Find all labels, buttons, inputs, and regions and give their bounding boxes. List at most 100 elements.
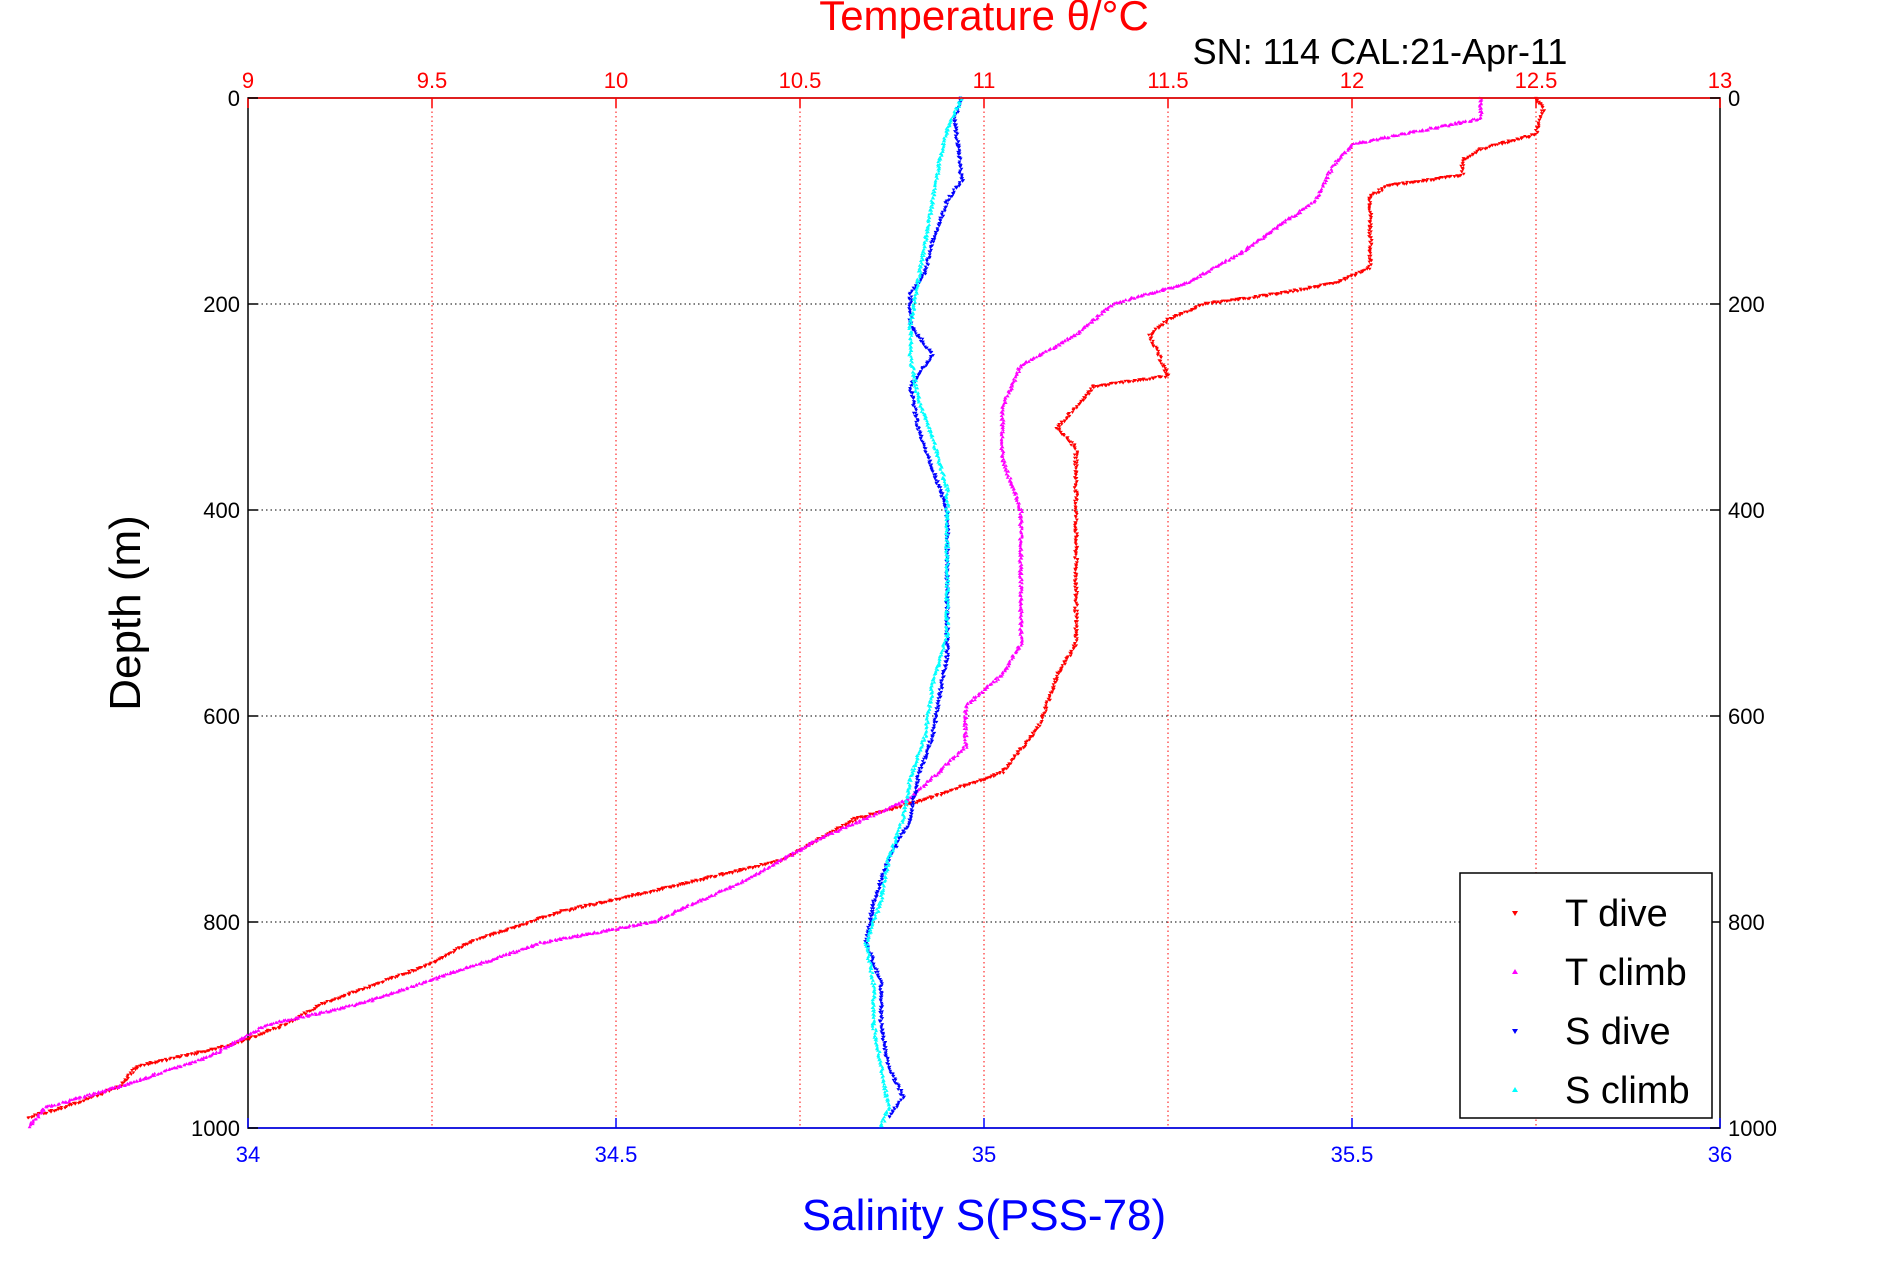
data-point — [982, 688, 987, 691]
data-point — [317, 1010, 322, 1014]
data-point — [1367, 207, 1372, 210]
data-point — [944, 550, 948, 554]
data-point — [1074, 474, 1078, 477]
data-point — [1010, 657, 1014, 661]
data-point — [192, 1053, 197, 1056]
data-point — [901, 1096, 906, 1100]
data-point — [1191, 278, 1196, 282]
data-point — [945, 573, 949, 577]
data-point — [410, 968, 414, 972]
data-point — [999, 432, 1004, 436]
data-point — [886, 856, 891, 860]
data-point — [1073, 585, 1077, 589]
data-point — [479, 960, 484, 964]
data-point — [927, 462, 932, 466]
data-point — [946, 600, 951, 603]
data-point — [162, 1069, 167, 1073]
data-point — [488, 933, 492, 937]
data-point — [920, 262, 925, 266]
data-point — [806, 842, 811, 845]
data-point — [933, 179, 938, 183]
data-point — [1074, 481, 1079, 485]
data-point — [1369, 216, 1374, 219]
data-point — [451, 951, 456, 955]
data-point — [887, 805, 892, 809]
data-point — [934, 711, 939, 714]
data-point — [919, 402, 923, 406]
data-point — [870, 971, 875, 975]
data-point — [924, 722, 928, 726]
data-point — [1163, 376, 1168, 379]
data-point — [317, 1012, 321, 1016]
data-point — [1171, 286, 1175, 290]
data-point — [1059, 420, 1064, 424]
data-point — [1039, 721, 1043, 725]
data-point — [1123, 298, 1128, 302]
data-point — [943, 601, 948, 604]
data-point — [875, 893, 879, 897]
data-point — [871, 905, 875, 909]
data-point — [766, 861, 771, 865]
data-point — [1368, 217, 1373, 221]
data-point — [407, 969, 411, 973]
data-point — [962, 727, 967, 731]
data-point — [932, 238, 937, 242]
data-point — [28, 1122, 33, 1126]
data-point — [171, 1057, 176, 1060]
data-point — [874, 911, 879, 914]
data-point — [1315, 196, 1320, 200]
data-point — [1019, 568, 1024, 572]
data-point — [922, 254, 926, 258]
data-point — [932, 672, 937, 676]
data-point — [333, 1007, 337, 1011]
data-point — [889, 854, 893, 857]
data-point — [1020, 588, 1024, 591]
data-point — [1018, 512, 1022, 515]
data-point — [956, 150, 960, 154]
data-point — [934, 479, 938, 482]
data-point — [63, 1106, 67, 1110]
data-point — [1424, 180, 1429, 183]
data-point — [902, 814, 906, 818]
data-point — [1057, 425, 1062, 429]
data-point — [916, 392, 920, 396]
data-point — [866, 959, 871, 963]
data-point — [1019, 547, 1024, 551]
data-point — [1073, 621, 1078, 624]
data-point — [1047, 698, 1052, 702]
data-point — [918, 273, 922, 276]
data-point — [880, 982, 884, 986]
data-point — [1210, 302, 1215, 306]
data-point — [1017, 370, 1022, 373]
data-point — [467, 965, 472, 969]
data-point — [722, 872, 727, 876]
data-point — [1244, 246, 1249, 250]
data-point — [131, 1080, 136, 1084]
data-point — [935, 705, 940, 709]
data-point — [233, 1041, 238, 1045]
data-point — [125, 1074, 130, 1078]
data-point — [481, 961, 486, 964]
data-point — [1190, 308, 1194, 311]
data-point — [145, 1062, 149, 1066]
data-point — [1405, 180, 1409, 184]
data-point — [699, 877, 703, 881]
data-point — [938, 486, 943, 490]
data-point — [1008, 478, 1012, 482]
data-point — [1157, 375, 1161, 379]
data-point — [925, 713, 930, 717]
data-point — [880, 896, 885, 900]
data-point — [909, 354, 913, 358]
data-point — [934, 475, 938, 479]
data-point — [1157, 327, 1161, 330]
data-point — [1074, 456, 1079, 460]
data-point — [1012, 755, 1017, 759]
data-point — [552, 912, 556, 915]
data-point — [933, 182, 937, 186]
right-axis-tick-label: 600 — [1728, 704, 1765, 729]
data-point — [160, 1060, 164, 1063]
data-point — [1009, 476, 1013, 480]
data-point — [944, 488, 949, 491]
data-point — [845, 824, 850, 828]
data-point — [1187, 281, 1191, 284]
